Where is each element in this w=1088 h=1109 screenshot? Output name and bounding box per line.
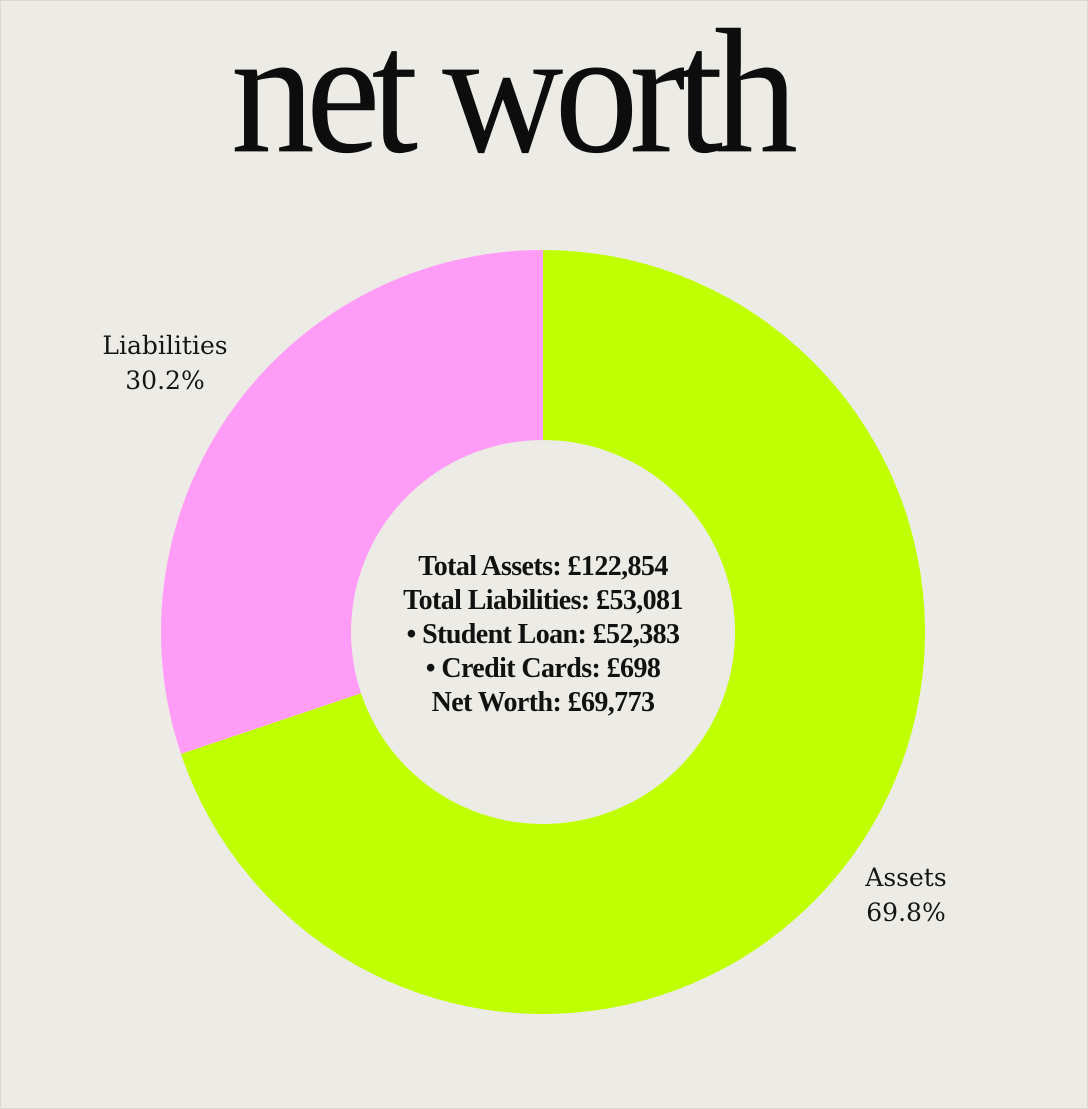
center-line: Net Worth: £69,773 bbox=[432, 687, 655, 718]
slice-liabilities bbox=[160, 250, 543, 754]
center-line: • Student Loan: £52,383 bbox=[407, 619, 681, 650]
slice-percent-assets: 69.8% bbox=[866, 898, 945, 927]
donut-slices bbox=[160, 250, 925, 1015]
center-line: • Credit Cards: £698 bbox=[426, 653, 661, 684]
slice-label-assets: Assets bbox=[864, 863, 946, 892]
slice-assets bbox=[180, 250, 925, 1015]
slice-percent-liabilities: 30.2% bbox=[125, 366, 204, 395]
center-line: Total Assets: £122,854 bbox=[418, 551, 668, 582]
center-line: Total Liabilities: £53,081 bbox=[403, 585, 683, 616]
slice-labels: Assets 69.8% Liabilities 30.2% bbox=[102, 331, 946, 927]
chart-title: net worth bbox=[230, 0, 798, 191]
slice-label-liabilities: Liabilities bbox=[102, 331, 227, 360]
